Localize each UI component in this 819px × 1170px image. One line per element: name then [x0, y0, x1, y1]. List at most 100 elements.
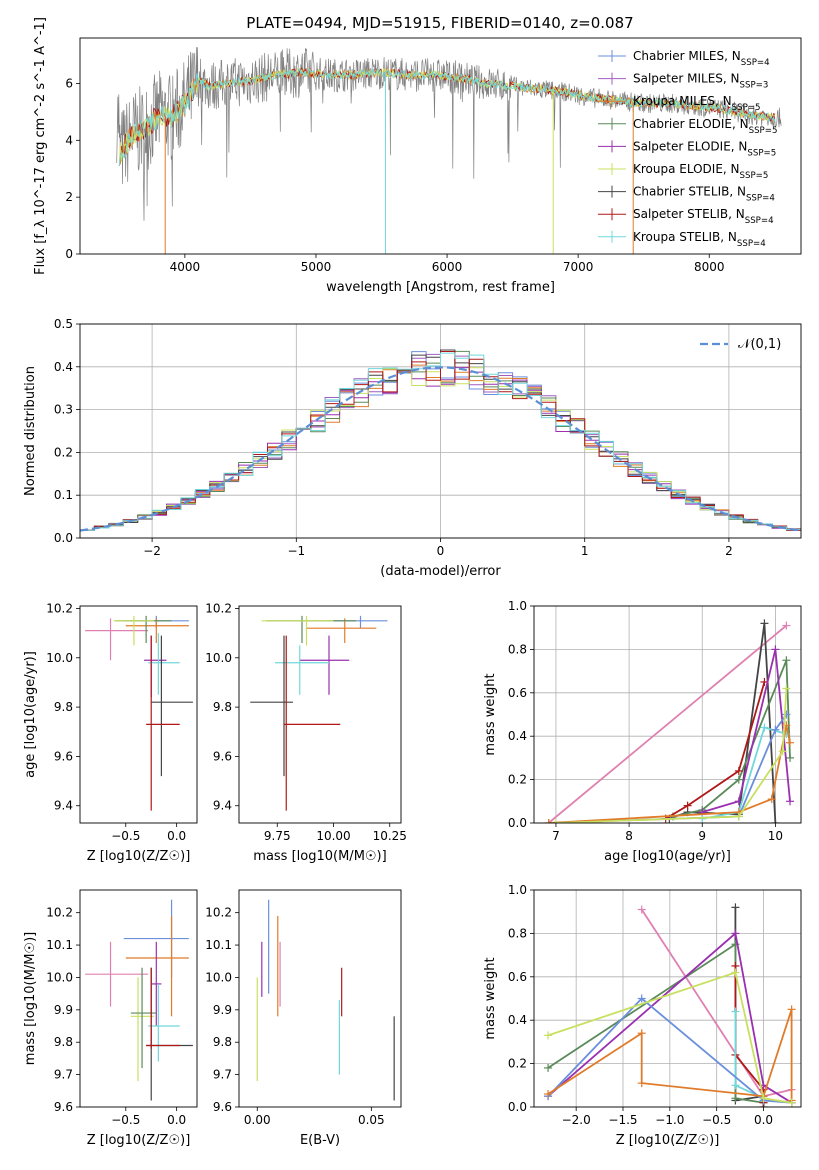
- axes-frame: [238, 889, 402, 1108]
- y-tick-label: 0.2: [508, 1057, 527, 1071]
- y-axis-label: age [log10(age/yr)]: [23, 651, 38, 778]
- plots-container: 4000 5000 6000 7000 8000 0 2 4 6 wavelength [Angs…: [23, 17, 802, 1148]
- y-tick-label: 0.8: [508, 926, 527, 940]
- age-vs-metallicity-chart: −0.5 0.0 9.4 9.6 9.8 10.0 10.2 Z [log10(Z/Z☉)] a…: [23, 601, 198, 864]
- x-axis-label: (data-model)/error: [380, 564, 501, 579]
- x-tick-label: −1.5: [608, 1113, 637, 1127]
- plot-area: [250, 615, 388, 811]
- x-axis-label: age [log10(age/yr)]: [604, 849, 731, 864]
- x-tick-label: 2: [725, 544, 733, 558]
- weight-line-salpeter_elodie: [547, 931, 793, 1104]
- x-tick-label: 0.0: [167, 1113, 186, 1127]
- x-axis-label: mass [log10(M/M☉)]: [253, 849, 386, 864]
- x-tick-label: −0.5: [702, 1113, 731, 1127]
- plot-area: [256, 899, 395, 1101]
- plot-area: [85, 615, 193, 811]
- normal-curve-line: [80, 366, 801, 532]
- plot-area: [544, 619, 795, 823]
- y-tick-label: 0: [65, 247, 73, 261]
- age-vs-mass-chart: 9.75 10.00 10.25 9.4 9.6 9.8 10.0 10.2 mass [log…: [205, 601, 407, 864]
- figure-title: PLATE=0494, MJD=51915, FIBERID=0140, z=0…: [246, 14, 633, 32]
- y-tick-label: 6: [65, 76, 73, 90]
- weight-line-kroupa_elodie: [555, 688, 788, 823]
- legend-label: Salpeter STELIB, NSSP=4: [633, 207, 774, 226]
- x-tick-label: −0.5: [111, 829, 140, 843]
- y-axis-label: Normed distribution: [23, 366, 38, 496]
- weight-line-pink: [548, 624, 787, 823]
- axes-frame: [79, 605, 198, 824]
- x-tick-label: −2.0: [562, 1113, 591, 1127]
- y-tick-label: 9.6: [213, 1100, 232, 1114]
- y-tick-label: 0.4: [508, 1013, 527, 1027]
- x-axis-label: Z [log10(Z/Z☉)]: [87, 849, 191, 864]
- y-tick-label: 9.4: [213, 799, 232, 813]
- plot-area: [85, 899, 193, 1101]
- x-axis-label: Z [log10(Z/Z☉)]: [87, 1133, 191, 1148]
- y-tick-label: 0.2: [54, 445, 73, 459]
- y-tick-label: 10.1: [205, 938, 232, 952]
- y-tick-label: 4: [65, 133, 73, 147]
- y-tick-label: 9.8: [213, 700, 232, 714]
- y-tick-label: 0.4: [54, 360, 73, 374]
- x-tick-label: 5000: [301, 260, 332, 274]
- x-tick-label: 6000: [432, 260, 463, 274]
- x-tick-label: 1: [581, 544, 589, 558]
- y-tick-label: 0.0: [54, 531, 73, 545]
- x-tick-label: 8: [625, 829, 633, 843]
- mass-weight-vs-metallicity-chart: −2.0 −1.5 −1.0 −0.5 0.0 0.0 0.2 0.4 0.6 0.8 1.0 Z […: [483, 883, 802, 1148]
- x-tick-label: 0.05: [358, 1113, 385, 1127]
- legend-label: Salpeter MILES, NSSP=3: [633, 72, 768, 91]
- x-tick-label: −1: [287, 544, 305, 558]
- y-tick-label: 0.0: [508, 816, 527, 830]
- x-tick-label: 0.0: [167, 829, 186, 843]
- weight-line-chabrier_miles: [547, 997, 792, 1104]
- y-tick-label: 10.2: [205, 906, 232, 920]
- mass-weight-vs-age-chart: 7 8 9 10 0.0 0.2 0.4 0.6 0.8 1.0 age [log10(age/yr…: [483, 599, 802, 864]
- y-tick-label: 0.5: [54, 317, 73, 331]
- y-tick-label: 2: [65, 190, 73, 204]
- legend-label: 𝒩(0,1): [738, 337, 781, 352]
- observed-spectrum-line: [116, 47, 782, 221]
- histogram-kroupa_stelib: [80, 352, 801, 531]
- y-tick-label: 9.7: [54, 1068, 73, 1082]
- y-tick-label: 10.0: [205, 651, 232, 665]
- y-axis-label: mass [log10(M/M☉)]: [23, 932, 38, 1065]
- x-tick-label: 8000: [694, 260, 725, 274]
- y-tick-label: 9.8: [54, 1035, 73, 1049]
- model-spectrum-kroupa_elodie: [118, 68, 776, 166]
- y-tick-label: 9.4: [54, 799, 73, 813]
- x-tick-label: −1.0: [655, 1113, 684, 1127]
- axes-frame: [238, 605, 402, 824]
- axes-frame: [79, 323, 802, 539]
- y-axis-label: mass weight: [483, 957, 498, 1039]
- legend-label: Kroupa MILES, NSSP=5: [633, 94, 761, 113]
- weight-line-kroupa_miles: [547, 1009, 793, 1101]
- y-tick-label: 9.8: [213, 1035, 232, 1049]
- plot-area: [116, 47, 782, 254]
- spectrum-chart: 4000 5000 6000 7000 8000 0 2 4 6 wavelength [Angs…: [33, 17, 802, 295]
- y-tick-label: 9.6: [54, 1100, 73, 1114]
- y-tick-label: 0.1: [54, 488, 73, 502]
- legend-label: Salpeter ELODIE, NSSP=5: [633, 139, 776, 158]
- weight-line-kroupa_elodie: [547, 971, 792, 1104]
- y-tick-label: 0.3: [54, 403, 73, 417]
- y-tick-label: 10.0: [46, 651, 73, 665]
- x-tick-label: 10: [768, 829, 783, 843]
- x-tick-label: 0.0: [754, 1113, 773, 1127]
- y-tick-label: 0.2: [508, 773, 527, 787]
- y-tick-label: 10.2: [46, 906, 73, 920]
- x-axis-label: wavelength [Angstrom, rest frame]: [326, 280, 555, 295]
- x-tick-label: −2: [143, 544, 161, 558]
- x-tick-label: −0.5: [111, 1113, 140, 1127]
- mass-vs-ebv-chart: 0.00 0.05 9.6 9.7 9.8 9.9 10.0 10.1 10.2 E(B-V): [205, 889, 402, 1148]
- y-tick-label: 1.0: [508, 599, 527, 613]
- axes-frame: [79, 889, 198, 1108]
- x-tick-label: 0.00: [244, 1113, 271, 1127]
- y-tick-label: 0.8: [508, 642, 527, 656]
- x-tick-label: 9: [698, 829, 706, 843]
- x-tick-label: 9.75: [264, 829, 291, 843]
- x-tick-label: 4000: [170, 260, 201, 274]
- y-tick-label: 9.7: [213, 1068, 232, 1082]
- y-tick-label: 0.0: [508, 1100, 527, 1114]
